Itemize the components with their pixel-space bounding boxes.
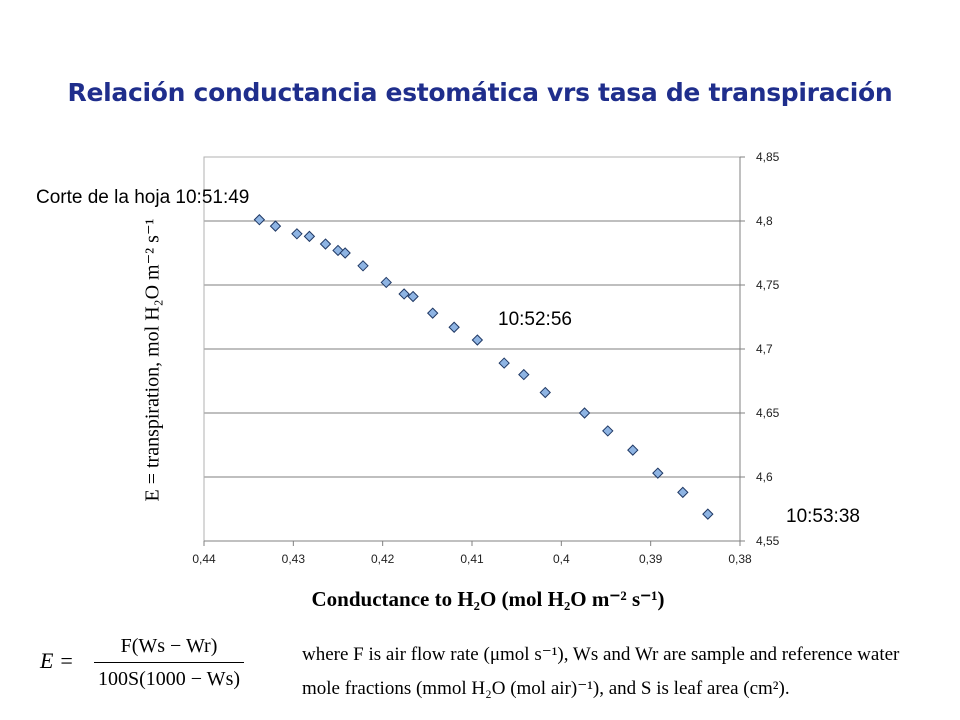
x-tick-label-5: 0,39 — [639, 552, 663, 566]
data-point-10 — [407, 290, 419, 303]
y-tick-label-6: 4,85 — [756, 150, 780, 164]
formula-fraction: F(Ws − Wr) 100S(1000 − Ws) — [94, 632, 244, 693]
data-point-12 — [448, 321, 460, 333]
y-tick-label-5: 4,8 — [756, 214, 773, 228]
data-point-22 — [702, 508, 714, 520]
x-axis-label: Conductance to H₂O (mol H₂O m⁻² s⁻¹) — [311, 587, 665, 611]
y-tick-label-0: 4,55 — [756, 534, 780, 548]
data-point-0 — [253, 214, 266, 226]
data-point-15 — [518, 368, 530, 381]
transpiration-formula: E = F(Ws − Wr) 100S(1000 − Ws) where F i… — [40, 628, 920, 708]
data-point-16 — [539, 386, 551, 399]
annotation-start: Corte de la hoja 10:51:49 — [36, 187, 250, 208]
y-axis-label: E = transpiration, mol H₂O m⁻² s⁻¹ — [141, 218, 164, 502]
x-tick-labels: 0,44 0,43 0,42 0,41 0,4 0,39 0,38 — [192, 552, 752, 566]
data-point-19 — [627, 444, 639, 456]
data-point-13 — [471, 334, 484, 346]
formula-denominator: 100S(1000 − Ws) — [97, 668, 241, 690]
formula-numerator: F(Ws − Wr) — [120, 635, 218, 657]
data-point-3 — [303, 230, 316, 243]
x-tick-label-1: 0,43 — [282, 552, 306, 566]
y-tick-labels: 4,55 4,6 4,65 4,7 4,75 4,8 4,85 — [756, 150, 780, 548]
x-tick-label-6: 0,38 — [728, 552, 752, 566]
annotation-mid: 10:52:56 — [498, 309, 572, 330]
y-tick-label-3: 4,7 — [756, 342, 773, 356]
y-tick-label-2: 4,65 — [756, 406, 780, 420]
formula-description-line1: where F is air flow rate (μmol s⁻¹), Ws … — [302, 644, 900, 665]
data-point-1 — [269, 220, 282, 232]
data-point-21 — [677, 486, 689, 499]
annotation-end: 10:53:38 — [786, 506, 860, 527]
x-tick-label-3: 0,41 — [460, 552, 484, 566]
x-tick-label-2: 0,42 — [371, 552, 395, 566]
data-point-18 — [602, 425, 614, 437]
data-point-2 — [291, 228, 303, 240]
data-point-14 — [498, 357, 510, 369]
data-point-20 — [652, 467, 664, 479]
y-tick-label-1: 4,6 — [756, 470, 773, 484]
data-point-7 — [357, 260, 369, 272]
chart-title: Relación conductancia estomática vrs tas… — [67, 78, 893, 107]
gridlines — [204, 156, 740, 542]
formula-description-line2: mole fractions (mmol H₂O (mol air)⁻¹), a… — [302, 678, 790, 699]
fraction-bar — [94, 662, 244, 663]
data-point-6 — [339, 247, 351, 259]
data-point-11 — [426, 307, 439, 319]
formula-description: where F is air flow rate (μmol s⁻¹), Ws … — [302, 638, 922, 706]
x-tick-label-0: 0,44 — [192, 552, 216, 566]
y-tick-label-4: 4,75 — [756, 278, 780, 292]
data-points — [253, 214, 714, 520]
x-tick-label-4: 0,4 — [553, 552, 570, 566]
data-point-4 — [319, 238, 332, 250]
data-point-9 — [398, 288, 410, 300]
data-point-8 — [380, 276, 392, 289]
data-point-17 — [578, 407, 591, 419]
axes — [203, 156, 745, 546]
formula-lhs: E = — [40, 648, 74, 673]
